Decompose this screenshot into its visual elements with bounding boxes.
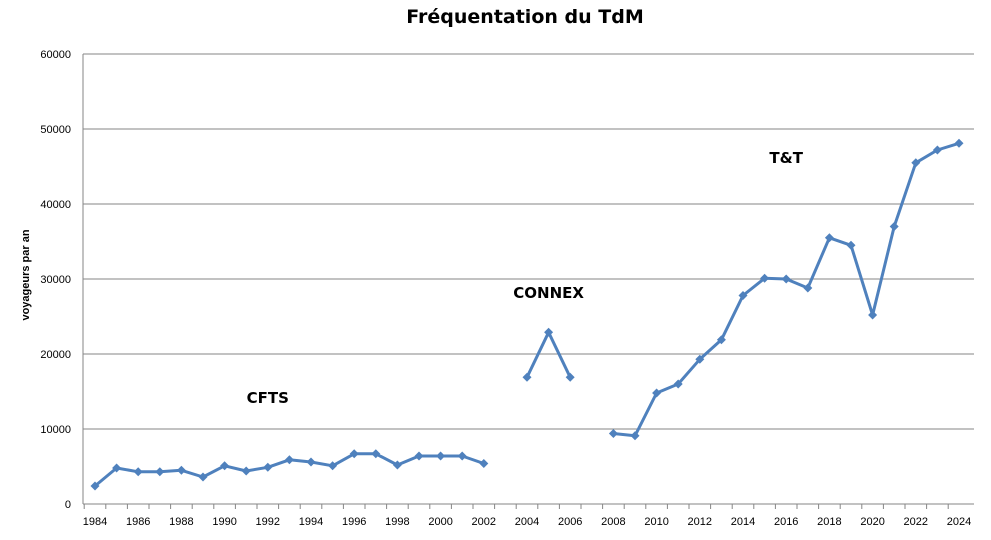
annotation-label: CFTS <box>247 389 289 407</box>
x-tick-label: 1998 <box>385 516 409 528</box>
x-tick-label: 2004 <box>515 516 539 528</box>
x-tick-label: 2016 <box>774 516 798 528</box>
x-tick-label: 1990 <box>212 516 236 528</box>
data-point <box>630 431 640 441</box>
x-tick-label: 2018 <box>817 516 841 528</box>
data-point <box>911 158 921 168</box>
x-tick-label: 2014 <box>731 516 755 528</box>
data-point <box>284 455 294 465</box>
y-tick-label: 10000 <box>40 424 71 436</box>
series-line <box>90 138 964 491</box>
y-tick-label: 60000 <box>40 49 71 61</box>
data-point <box>371 449 381 459</box>
annotation-label: CONNEX <box>513 284 584 302</box>
x-tick-label: 2010 <box>644 516 668 528</box>
data-point <box>414 451 424 461</box>
chart-title: Fréquentation du TdM <box>406 6 644 28</box>
x-tick-label: 2012 <box>688 516 712 528</box>
data-point <box>846 240 856 250</box>
data-point <box>803 283 813 293</box>
y-tick-labels: 0 10000 20000 30000 40000 50000 60000 <box>40 49 71 511</box>
x-tick-label: 1992 <box>256 516 280 528</box>
data-point <box>716 335 726 345</box>
x-tick-label: 2024 <box>947 516 971 528</box>
y-tick-label: 50000 <box>40 124 71 136</box>
x-tick-label: 2000 <box>428 516 452 528</box>
data-point <box>781 274 791 284</box>
series-segment-2 <box>525 330 572 378</box>
data-point <box>522 372 532 382</box>
data-point <box>328 461 338 471</box>
x-tick-labels: 1984 1986 1988 1990 1992 1994 1996 1998 2000 2002… <box>83 516 971 528</box>
data-point <box>695 354 705 364</box>
data-point <box>652 388 662 398</box>
data-point <box>155 467 165 477</box>
data-point <box>889 222 899 231</box>
data-point <box>457 451 467 461</box>
data-point <box>868 310 878 320</box>
axes <box>82 54 974 509</box>
x-tick-label: 2008 <box>601 516 625 528</box>
data-point <box>392 460 402 470</box>
data-point <box>349 449 359 459</box>
data-point <box>479 459 489 468</box>
data-point <box>263 462 273 472</box>
data-point <box>306 457 316 467</box>
y-tick-label: 40000 <box>40 199 71 211</box>
data-point <box>133 467 143 477</box>
x-tick-label: 2022 <box>904 516 928 528</box>
x-tick-label: 2002 <box>472 516 496 528</box>
annotation-label: T&T <box>769 149 803 167</box>
data-point <box>673 379 683 389</box>
data-point <box>436 451 446 461</box>
data-point <box>932 145 942 155</box>
y-tick-label: 20000 <box>40 349 71 361</box>
gridlines <box>83 53 974 430</box>
data-point <box>738 291 748 300</box>
data-point <box>954 138 964 148</box>
x-tick-label: 2006 <box>558 516 582 528</box>
data-point <box>220 461 230 471</box>
x-tick-label: 2020 <box>860 516 884 528</box>
data-point <box>760 273 770 283</box>
x-tick-label: 1994 <box>299 516 323 528</box>
data-point <box>90 481 100 491</box>
data-point <box>608 429 618 438</box>
y-tick-label: 0 <box>65 499 71 511</box>
data-point <box>824 233 834 243</box>
data-point <box>198 472 208 482</box>
data-point <box>565 372 575 382</box>
series-segment-3 <box>613 141 960 438</box>
x-tick-label: 1988 <box>169 516 193 528</box>
y-tick-label: 30000 <box>40 274 71 286</box>
data-point <box>544 327 554 337</box>
data-point <box>176 465 186 475</box>
data-point <box>241 466 251 476</box>
x-tick-label: 1986 <box>126 516 150 528</box>
x-tick-label: 1996 <box>342 516 366 528</box>
x-tick-label: 1984 <box>83 516 107 528</box>
annotations: CFTS CONNEX T&T <box>247 149 804 407</box>
data-point <box>112 463 122 473</box>
